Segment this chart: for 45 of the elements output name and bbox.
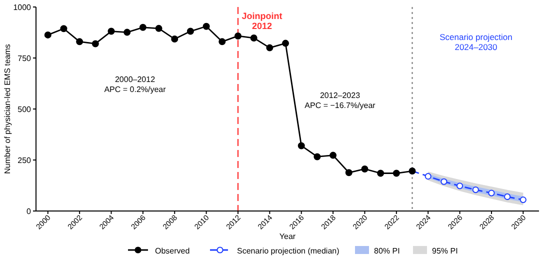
point <box>377 170 384 177</box>
point <box>298 142 305 150</box>
point <box>314 153 321 160</box>
ref-line-label: Joinpoint 2012 <box>242 11 282 31</box>
point <box>472 186 479 194</box>
point <box>424 173 432 180</box>
point <box>139 24 146 31</box>
annotation: Scenario projection 2024–2030 <box>440 32 513 52</box>
point <box>76 38 84 46</box>
legend-label: Observed <box>155 246 190 256</box>
legend-label: 80% PI <box>374 246 400 256</box>
point <box>155 24 162 32</box>
point <box>440 178 448 185</box>
legend-label: Scenario projection (median) <box>237 246 340 256</box>
point <box>202 22 210 30</box>
point <box>345 169 352 176</box>
y-tick-label: 1000 <box>13 3 32 12</box>
point <box>171 36 178 43</box>
point <box>250 34 258 42</box>
y-tick-label: 750 <box>18 54 32 63</box>
point <box>124 28 131 36</box>
point <box>92 40 99 48</box>
y-axis-title: Number of physician-led EMS teams <box>3 44 12 174</box>
point <box>108 28 115 35</box>
point <box>330 152 337 159</box>
point <box>234 32 242 40</box>
y-tick-label: 0 <box>26 207 32 216</box>
point <box>282 40 290 47</box>
point <box>44 31 52 38</box>
legend-label: 95% PI <box>432 246 458 256</box>
point <box>504 193 511 200</box>
annotation: 2012–2023 APC = −16.7%/year <box>304 91 376 110</box>
point <box>218 38 226 46</box>
annotation: 2000–2012 APC = 0.2%/year <box>104 75 166 94</box>
point <box>266 44 274 52</box>
y-tick-label: 250 <box>18 156 32 165</box>
y-tick-label: 500 <box>18 105 32 114</box>
point <box>361 165 368 172</box>
point <box>520 196 526 204</box>
point <box>186 28 194 35</box>
x-axis-title: Year <box>279 232 296 241</box>
point <box>456 182 464 190</box>
point <box>392 170 400 177</box>
point <box>488 190 495 196</box>
point <box>60 25 68 32</box>
